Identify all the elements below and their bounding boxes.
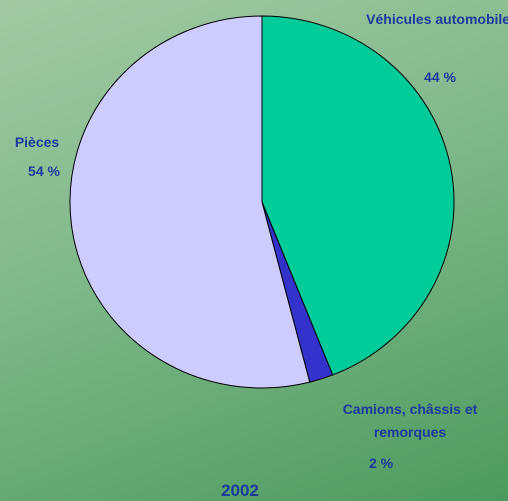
slice-label: Véhicules automobiles — [366, 11, 508, 27]
pie-slice — [69, 15, 311, 389]
pie-slice — [261, 15, 455, 376]
chart-title: 2002 — [221, 481, 259, 500]
slice-label: Camions, châssis et remorques — [342, 401, 478, 440]
value-label: 44 % — [424, 69, 456, 85]
value-label: 54 % — [28, 163, 60, 179]
slice-label: Pièces — [14, 134, 60, 150]
value-label: 2 % — [368, 455, 394, 471]
